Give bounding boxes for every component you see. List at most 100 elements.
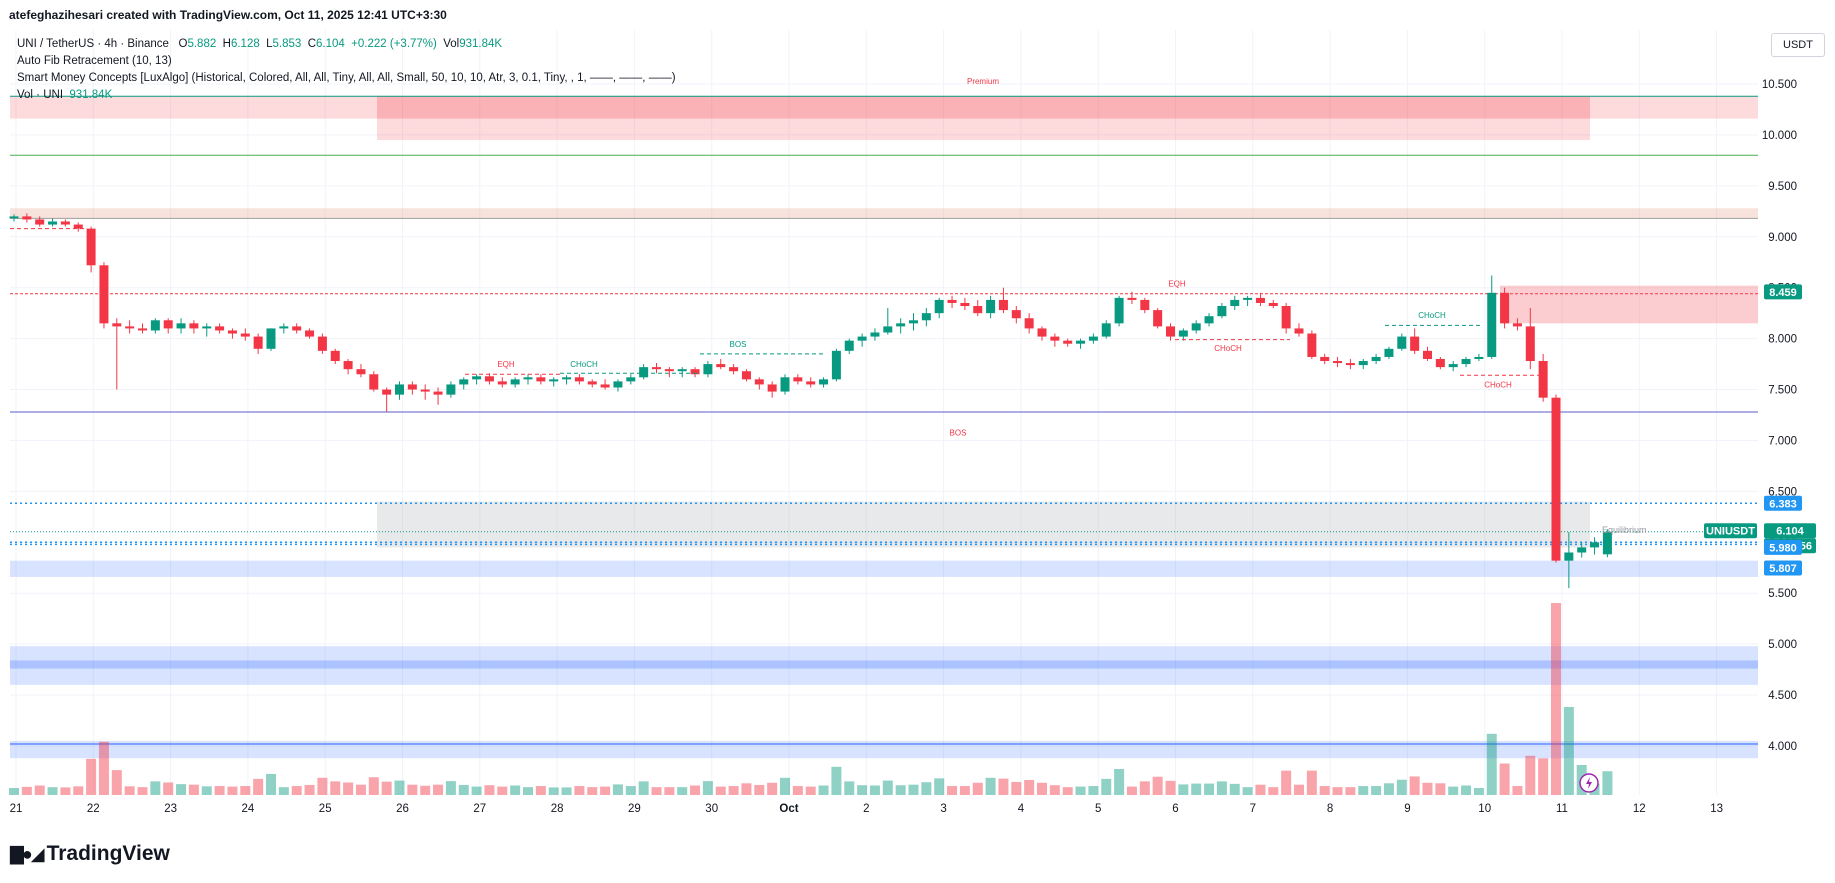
candle-body [202, 326, 212, 329]
candle-body [356, 369, 366, 375]
candle-body [767, 384, 777, 392]
chart-grid [10, 30, 1758, 795]
volume-bar [1538, 758, 1549, 795]
volume-bar [844, 781, 855, 795]
candle-body [1178, 330, 1188, 337]
candle-body [549, 379, 559, 382]
volume-bar [394, 780, 405, 795]
volume-bar [947, 786, 958, 795]
volume-bar [1229, 783, 1240, 795]
candle-body [1487, 292, 1497, 357]
candle-body [883, 326, 893, 333]
time-tick-label: 9 [1404, 803, 1410, 815]
volume-bar [664, 787, 675, 795]
price-tick-label: 4.500 [1768, 690, 1797, 702]
price-label-5807: 5.807 [1769, 563, 1797, 575]
author-line: atefeghazihesari created with TradingVie… [9, 8, 447, 22]
price-tick-label: 9.000 [1768, 232, 1797, 244]
price-label-5980: 5.980 [1769, 542, 1797, 554]
close-value: 6.104 [316, 38, 345, 50]
candle-body [1320, 356, 1330, 362]
candle-body [1050, 336, 1060, 341]
volume-bar [1178, 784, 1189, 795]
open-value: 5.882 [187, 38, 217, 50]
volume-bar [1255, 784, 1266, 795]
volume-bar [1152, 776, 1163, 795]
candle-body [459, 379, 469, 385]
candle-body [99, 265, 109, 324]
candle-body [138, 328, 147, 331]
candle-body [536, 377, 546, 382]
brand-name: TradingView [46, 842, 170, 865]
indicator-fib[interactable]: Auto Fib Retracement (10, 13) [17, 55, 172, 67]
time-axis[interactable]: 21 22 23 24 25 26 27 28 29 30 Oct 2 3 4 5 6 7 8 9 10 11 12 13 [10, 803, 1723, 815]
candle-body [1448, 364, 1458, 368]
price-axis[interactable]: 10.50010.0009.5009.0008.5008.0007.5007.0… [1762, 79, 1797, 753]
volume-bar [702, 781, 713, 795]
volume-bar [780, 777, 790, 795]
candle-body [1358, 361, 1368, 366]
volume-bar [959, 786, 970, 795]
zone-premium-core [377, 96, 1590, 119]
candle-body [857, 336, 867, 341]
candle-body [35, 219, 45, 225]
candle-body [960, 302, 970, 307]
low-value: 5.853 [272, 38, 302, 50]
volume-bar [831, 766, 842, 795]
candle-body [1243, 297, 1253, 300]
candle-body [189, 323, 199, 329]
time-tick-label: 25 [319, 803, 332, 815]
candle-body [1384, 348, 1394, 357]
volume-bar [1139, 781, 1150, 795]
volume-indicator-label: Vol · UNI [17, 89, 64, 101]
volume-bar [1011, 781, 1022, 795]
candle-body [1590, 542, 1600, 548]
volume-bar [1383, 783, 1394, 795]
volume-bar [420, 785, 431, 795]
volume-bar [1473, 787, 1484, 795]
candle-body [947, 299, 957, 303]
volume-bar [21, 786, 32, 795]
candle-body [716, 364, 726, 368]
volume-bar [1101, 778, 1112, 795]
volume-bar [1371, 786, 1382, 795]
volume-bar [60, 787, 71, 795]
volume-bar [1281, 770, 1292, 795]
candle-body [176, 323, 186, 329]
candle-body [909, 320, 918, 324]
indicator-volume[interactable]: Vol · UNI 931.84K [17, 87, 676, 104]
volume-bar [1435, 783, 1446, 795]
time-tick-label: 4 [1018, 803, 1025, 815]
volume-bar [34, 785, 45, 795]
candle-body [844, 340, 854, 351]
candle-body [497, 381, 507, 385]
candle-body [1577, 547, 1587, 553]
candle-body [1088, 336, 1098, 341]
volume-bar [240, 786, 251, 795]
volume-bar [1088, 786, 1099, 795]
volume-bar [433, 784, 444, 795]
candle-body [754, 379, 764, 385]
zone-order_block [1500, 285, 1758, 324]
currency-button[interactable]: USDT [1771, 33, 1825, 57]
indicator-smc[interactable]: Smart Money Concepts [LuxAlgo] (Historic… [17, 72, 676, 84]
tradingview-footer: ▇●◢ TradingView [10, 842, 170, 866]
volume-bar [266, 773, 276, 795]
candle-body [613, 381, 623, 388]
symbol-name[interactable]: UNI / TetherUS · 4h · Binance [17, 38, 169, 50]
volume-bar [1563, 707, 1574, 795]
volume-bar [1512, 786, 1523, 795]
candle-body [819, 379, 829, 385]
candle-body [677, 369, 687, 372]
price-tick-label: 6.500 [1768, 486, 1797, 498]
candle-body [1114, 297, 1124, 324]
candle-body [1500, 292, 1510, 324]
volume-bar [86, 758, 97, 795]
volume-bar [587, 787, 598, 795]
price-label-6383: 6.383 [1769, 498, 1797, 510]
candle-body [510, 379, 520, 385]
volume-bar [1499, 763, 1510, 795]
volume-bar [908, 784, 919, 795]
volume-bar [690, 785, 701, 795]
